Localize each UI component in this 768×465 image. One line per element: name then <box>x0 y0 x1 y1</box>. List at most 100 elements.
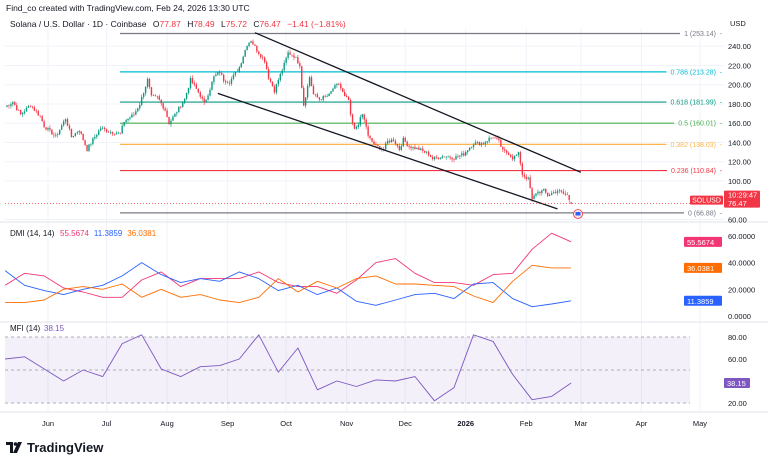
candle <box>338 82 340 86</box>
candle-body <box>219 72 221 74</box>
candle <box>349 98 352 117</box>
candle-body <box>535 193 537 196</box>
tradingview-logo[interactable]: TradingView <box>6 440 103 455</box>
fib-tick-mark: - <box>720 168 723 175</box>
candle <box>178 106 180 113</box>
change-value: −1.41 (−1.81%) <box>287 19 346 29</box>
candle <box>55 132 57 138</box>
candle <box>135 108 137 116</box>
candle <box>429 154 432 158</box>
candle-body <box>453 159 455 160</box>
candle <box>6 105 8 108</box>
fib-level-label: 0.236 (110.84) <box>671 168 716 175</box>
candle-body <box>336 83 338 86</box>
candle-body <box>144 86 147 94</box>
candle <box>507 151 510 156</box>
candle <box>228 80 231 86</box>
candle <box>476 140 479 145</box>
symbol-description[interactable]: Solana / U.S. Dollar · 1D · Coinbase <box>10 19 147 29</box>
candle-body <box>330 91 332 94</box>
candle <box>31 105 34 109</box>
candle-body <box>365 119 367 127</box>
fib-tick-mark: - <box>720 100 723 107</box>
candle-body <box>308 77 311 86</box>
candle-body <box>519 152 522 164</box>
candle-body <box>265 62 268 70</box>
candle-body <box>521 163 524 175</box>
candle <box>238 66 240 73</box>
chart-canvas[interactable]: 1 (253.14) -0.786 (213.28) -0.618 (181.99)… <box>0 0 768 440</box>
candle <box>465 150 467 157</box>
candle-body <box>418 147 420 150</box>
symbol-legend: Solana / U.S. Dollar · 1D · Coinbase O77… <box>10 19 346 29</box>
candle-body <box>209 89 211 96</box>
fibonacci-retracement[interactable]: 1 (253.14) -0.786 (213.28) -0.618 (181.99)… <box>120 31 723 217</box>
candle <box>221 71 223 76</box>
candle <box>191 75 194 85</box>
candle-body <box>547 192 549 197</box>
candle <box>47 126 49 132</box>
candle <box>570 201 572 205</box>
candle <box>166 107 168 118</box>
candle-body <box>306 85 309 98</box>
candle <box>388 138 391 144</box>
candle <box>548 193 551 197</box>
candle <box>29 104 32 108</box>
candle <box>527 176 529 181</box>
dmi-value-plus-di: 11.3859 <box>94 229 123 238</box>
candle <box>332 87 334 93</box>
candle-body <box>156 95 159 97</box>
candle-body <box>260 53 262 58</box>
candle <box>74 132 77 137</box>
candle-body <box>429 155 432 158</box>
candle <box>392 137 395 142</box>
candle-body <box>523 174 525 177</box>
candle-body <box>197 88 200 93</box>
candle <box>180 105 182 109</box>
trend-channel[interactable] <box>217 32 582 210</box>
time-axis-label: Dec <box>399 419 413 428</box>
events-flag-icon[interactable] <box>573 209 583 219</box>
candle <box>500 138 502 147</box>
candle-body <box>408 145 410 147</box>
candle <box>328 92 330 97</box>
close-label: C <box>253 19 260 29</box>
candle-body <box>441 156 444 159</box>
candle <box>90 143 92 147</box>
candle <box>101 126 104 130</box>
candle-body <box>316 94 319 98</box>
candle-body <box>344 91 346 97</box>
trend-line[interactable] <box>217 92 558 210</box>
candle <box>246 45 248 51</box>
candle <box>70 128 73 138</box>
candle-body <box>82 133 84 141</box>
low-label: L <box>220 19 226 29</box>
candle <box>150 86 153 97</box>
candle-body <box>84 140 86 145</box>
candle-body <box>117 132 119 134</box>
candle-body <box>271 81 274 87</box>
candle <box>490 137 492 140</box>
candle <box>129 116 131 121</box>
candle <box>482 141 484 145</box>
candle-body <box>222 74 225 82</box>
candle-body <box>107 131 110 133</box>
candle-body <box>384 143 387 150</box>
candle-body <box>205 99 207 103</box>
candle <box>230 76 233 86</box>
candle-body <box>103 127 106 129</box>
candle <box>142 92 145 100</box>
candle <box>560 189 563 194</box>
candle-body <box>369 135 371 139</box>
trend-line[interactable] <box>254 32 582 173</box>
candle <box>547 192 549 198</box>
candle-body <box>201 96 203 99</box>
candle-body <box>19 109 22 115</box>
candle-body <box>490 137 492 139</box>
candle <box>318 96 321 102</box>
candle-body <box>320 99 322 101</box>
candle-body <box>66 119 69 126</box>
candle-body <box>273 86 276 93</box>
candle <box>433 156 436 161</box>
candle <box>168 116 170 125</box>
